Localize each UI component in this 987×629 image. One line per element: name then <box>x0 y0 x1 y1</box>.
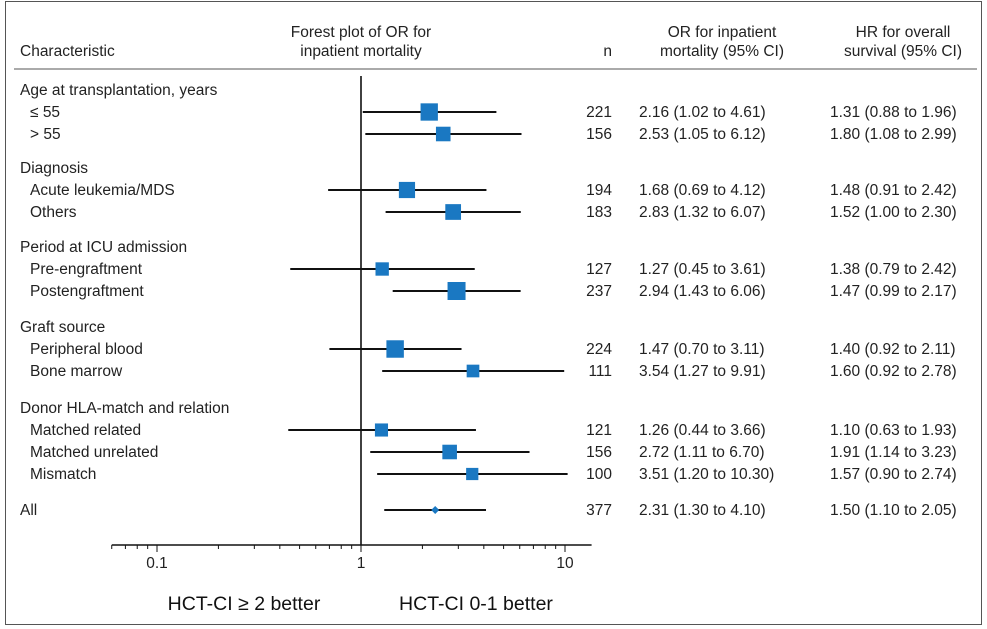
row-hr-ci: 1.10 (0.63 to 1.93) <box>830 422 957 439</box>
or-marker <box>442 444 457 460</box>
group-label: Age at transplantation, years <box>20 82 218 99</box>
row-or-ci: 1.27 (0.45 to 3.61) <box>639 261 766 278</box>
or-marker <box>375 262 389 276</box>
row-or-ci: 2.83 (1.32 to 6.07) <box>639 204 766 221</box>
or-marker <box>445 204 462 220</box>
or-marker <box>398 181 416 199</box>
overall-hr-ci: 1.50 (1.10 to 2.05) <box>830 502 957 519</box>
or-marker <box>447 282 466 300</box>
better-left-label: HCT-CI ≥ 2 better <box>168 593 321 615</box>
row-n: 156 <box>586 444 612 461</box>
overall-or-ci: 2.31 (1.30 to 4.10) <box>639 502 766 519</box>
row-label: Postengraftment <box>30 283 144 300</box>
header-hr-line1: HR for overall <box>856 24 951 41</box>
row-n: 224 <box>586 341 612 358</box>
or-marker <box>466 467 479 481</box>
better-right-label: HCT-CI 0-1 better <box>399 593 553 615</box>
row-n: 183 <box>586 204 612 221</box>
overall-n: 377 <box>586 502 612 519</box>
row-hr-ci: 1.60 (0.92 to 2.78) <box>830 363 957 380</box>
row-hr-ci: 1.40 (0.92 to 2.11) <box>830 341 956 358</box>
or-marker <box>420 103 438 121</box>
row-or-ci: 1.68 (0.69 to 4.12) <box>639 182 766 199</box>
group-label: Period at ICU admission <box>20 239 187 256</box>
row-hr-ci: 1.57 (0.90 to 2.74) <box>830 466 957 483</box>
group-label: Graft source <box>20 319 105 336</box>
group-label: Donor HLA-match and relation <box>20 400 229 417</box>
chart-frame: Characteristic Forest plot of OR for inpat… <box>5 1 982 625</box>
row-label: ≤ 55 <box>30 104 60 121</box>
row-or-ci: 3.51 (1.20 to 10.30) <box>639 466 774 483</box>
row-hr-ci: 1.38 (0.79 to 2.42) <box>830 261 957 278</box>
tick-label: 1 <box>357 555 366 572</box>
row-or-ci: 2.16 (1.02 to 4.61) <box>639 104 766 121</box>
row-n: 194 <box>586 182 612 199</box>
row-hr-ci: 1.52 (1.00 to 2.30) <box>830 204 957 221</box>
or-marker <box>466 364 480 378</box>
header-or-line2: mortality (95% CI) <box>660 43 784 60</box>
row-label: Pre-engraftment <box>30 261 143 278</box>
header-plot-line2: inpatient mortality <box>300 43 422 60</box>
row-or-ci: 2.94 (1.43 to 6.06) <box>639 283 766 300</box>
row-hr-ci: 1.47 (0.99 to 2.17) <box>830 283 957 300</box>
row-label: Others <box>30 204 77 221</box>
tick-label: 10 <box>556 555 574 572</box>
row-or-ci: 1.47 (0.70 to 3.11) <box>639 341 765 358</box>
row-label: Mismatch <box>30 466 96 483</box>
row-n: 127 <box>586 261 612 278</box>
or-marker <box>435 126 451 142</box>
row-label: > 55 <box>30 126 61 143</box>
row-hr-ci: 1.48 (0.91 to 2.42) <box>830 182 957 199</box>
row-n: 237 <box>586 283 612 300</box>
row-n: 100 <box>586 466 612 483</box>
header-characteristic: Characteristic <box>20 43 115 60</box>
row-or-ci: 1.26 (0.44 to 3.66) <box>639 422 766 439</box>
header-or-line1: OR for inpatient <box>668 24 777 41</box>
row-n: 121 <box>586 422 612 439</box>
header-hr-line2: survival (95% CI) <box>844 43 962 60</box>
row-label: Bone marrow <box>30 363 123 380</box>
or-marker <box>386 340 404 358</box>
row-n: 111 <box>588 363 612 380</box>
overall-label: All <box>20 502 37 519</box>
forest-plot: Characteristic Forest plot of OR for inpat… <box>14 24 977 615</box>
row-label: Matched unrelated <box>30 444 158 461</box>
overall-diamond <box>431 506 440 514</box>
row-hr-ci: 1.91 (1.14 to 3.23) <box>830 444 957 461</box>
row-or-ci: 2.72 (1.11 to 6.70) <box>639 444 765 461</box>
row-hr-ci: 1.31 (0.88 to 1.96) <box>830 104 957 121</box>
row-hr-ci: 1.80 (1.08 to 2.99) <box>830 126 957 143</box>
header-n: n <box>603 43 612 60</box>
row-n: 221 <box>586 104 612 121</box>
or-marker <box>374 423 389 437</box>
row-n: 156 <box>586 126 612 143</box>
row-or-ci: 2.53 (1.05 to 6.12) <box>639 126 766 143</box>
row-or-ci: 3.54 (1.27 to 9.91) <box>639 363 766 380</box>
header-plot-line1: Forest plot of OR for <box>291 24 431 41</box>
group-label: Diagnosis <box>20 160 88 177</box>
row-label: Matched related <box>30 422 141 439</box>
row-label: Peripheral blood <box>30 341 143 358</box>
row-label: Acute leukemia/MDS <box>30 182 175 199</box>
tick-label: 0.1 <box>146 555 168 572</box>
